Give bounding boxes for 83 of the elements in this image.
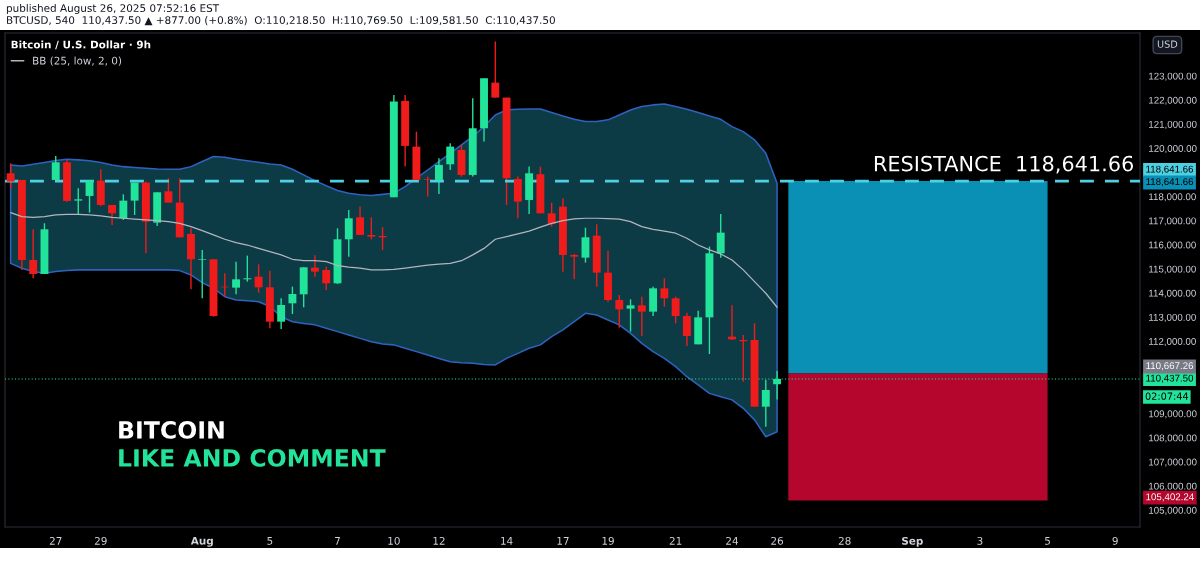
x-tick-label: 5: [1045, 537, 1050, 545]
candlestick: [29, 228, 38, 280]
x-tick-label: 12: [433, 536, 445, 545]
candlestick: [119, 193, 128, 221]
candlestick: [74, 187, 83, 215]
candlestick: [423, 175, 432, 198]
x-tick-label: 26: [771, 536, 784, 545]
candlestick: [570, 253, 579, 281]
x-tick-label: 10: [388, 536, 400, 545]
text: BTCUSD, 540 110,437.50 ▲ +877.00 (+0.8%) O:110,218.50 H:110,769.50 L:109,581.50 C:110,437.50: [7, 15, 555, 26]
y-tick-label: 120,000.00: [1149, 145, 1197, 154]
candlestick: [761, 379, 770, 428]
x-tick-label: Sep: [902, 536, 923, 547]
candlestick: [626, 298, 635, 333]
text: USD: [1157, 40, 1178, 48]
candlestick: [649, 285, 658, 317]
y-tick-label: 109,000.00: [1149, 410, 1197, 419]
candlestick: [682, 311, 691, 347]
y-tick-label: 116,000.00: [1149, 241, 1196, 250]
text: 105,402.24: [1146, 493, 1194, 502]
x-tick-label: 7: [335, 537, 340, 545]
candlestick: [51, 155, 60, 181]
y-tick-label: 112,000.00: [1149, 338, 1196, 347]
ref-line-label: 118,641.66: [1146, 165, 1194, 174]
candlestick: [130, 181, 139, 216]
x-tick-label: 3: [977, 536, 983, 545]
x-tick-label: 14: [501, 537, 513, 545]
y-tick-label: 118,000.00: [1149, 193, 1196, 202]
y-tick-label: 122,000.00: [1149, 96, 1197, 105]
candlestick: [344, 209, 353, 258]
x-tick-label: 9: [1112, 536, 1118, 545]
x-tick-label: 28: [838, 536, 851, 545]
x-tick-label: 29: [94, 536, 107, 545]
y-tick-label: 115,000.00: [1149, 265, 1196, 274]
candlestick: [513, 175, 522, 219]
y-tick-label: 113,000.00: [1149, 313, 1196, 322]
x-tick-label: 27: [49, 536, 62, 545]
candlestick: [322, 265, 331, 291]
candlestick: [446, 142, 455, 171]
y-tick-label: 105,000.00: [1149, 506, 1197, 515]
text: published August 26, 2025 07:52:16 EST: [6, 3, 220, 15]
candlestick: [288, 285, 297, 315]
candlestick: [660, 277, 669, 308]
candlestick: [6, 162, 15, 189]
y-tick-label: 117,000.00: [1149, 217, 1196, 226]
candlestick: [581, 226, 590, 264]
y-tick-label: 108,000.00: [1149, 434, 1197, 443]
candlestick: [243, 254, 252, 283]
text: 02:07:44: [1145, 392, 1189, 400]
candlestick: [254, 263, 263, 294]
candlestick: [277, 297, 286, 330]
y-tick-label: 107,000.00: [1149, 458, 1197, 467]
candlestick: [311, 254, 319, 278]
candlestick: [491, 40, 500, 99]
x-tick-label: 21: [669, 536, 682, 545]
x-tick-label: 17: [557, 537, 569, 545]
candlestick: [615, 294, 624, 329]
x-tick-label: Aug: [190, 536, 213, 547]
candlestick: [434, 157, 443, 195]
y-tick-label: 114,000.00: [1149, 289, 1196, 298]
candlestick: [198, 249, 207, 300]
candlestick: [671, 295, 680, 325]
text: Bitcoin / U.S. Dollar · 9h: [11, 40, 151, 50]
annotation: RESISTANCE 118,641.66: [874, 155, 1134, 174]
y-tick-label: 106,000.00: [1149, 482, 1197, 491]
candlestick: [164, 177, 173, 204]
annotation: BITCOIN: [119, 420, 224, 439]
x-tick-label: 24: [726, 536, 739, 545]
x-tick-label: 19: [602, 536, 614, 545]
candlestick: [637, 295, 646, 337]
text: 118,641.66: [1146, 178, 1194, 187]
y-tick-label: 123,000.00: [1149, 72, 1197, 81]
ref-line-label: 110,437.50: [1146, 374, 1194, 383]
candlestick: [547, 201, 556, 228]
x-tick-label: 5: [267, 537, 273, 545]
y-tick-label: 121,000.00: [1149, 120, 1197, 129]
candlestick: [356, 205, 364, 236]
text: 110,667.26: [1146, 362, 1194, 371]
candlestick: [232, 260, 240, 296]
candlestick: [716, 213, 725, 259]
legend-label: BB (25, low, 2, 0): [33, 56, 122, 66]
candlestick: [367, 216, 376, 241]
annotation: LIKE AND COMMENT: [119, 448, 386, 467]
